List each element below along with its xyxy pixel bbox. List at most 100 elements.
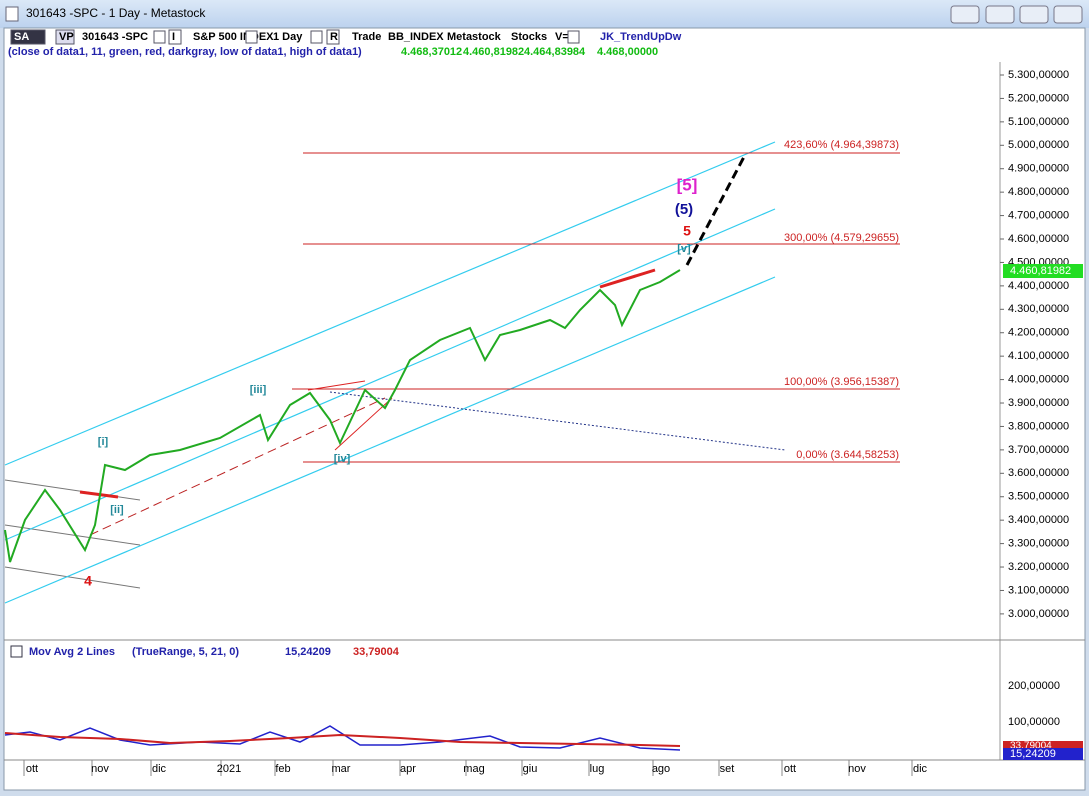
- time-axis-label: set: [720, 763, 735, 775]
- price-axis-label: 3.400,00000: [1008, 514, 1069, 526]
- ma-long-box: [1003, 741, 1083, 752]
- dropdown[interactable]: [153, 30, 166, 44]
- dropdown[interactable]: [310, 30, 323, 44]
- ma-short: [4, 725, 681, 751]
- toolbar-button[interactable]: [168, 29, 182, 45]
- wave-label: 4: [84, 573, 92, 589]
- pane-title: Mov Avg 2 Lines: [29, 646, 115, 658]
- title-bar: [0, 0, 1089, 28]
- price-axis-label: 3.100,00000: [1008, 584, 1069, 596]
- time-axis-label: nov: [91, 763, 109, 775]
- price-axis-label: 5.000,00000: [1008, 139, 1069, 151]
- button-minimize[interactable]: [985, 5, 1015, 24]
- last-price-box: [1003, 264, 1083, 278]
- price-axis-label: 4.200,00000: [1008, 327, 1069, 339]
- dashed-trendline: [89, 397, 386, 536]
- price-axis-label: 4.800,00000: [1008, 186, 1069, 198]
- price-axis-label: 4.100,00000: [1008, 350, 1069, 362]
- price-axis-label: 5.100,00000: [1008, 116, 1069, 128]
- toolbar-button[interactable]: [326, 29, 340, 45]
- wave-label: [v]: [677, 243, 691, 255]
- price-axis-label: 3.700,00000: [1008, 444, 1069, 456]
- time-axis-label: mar: [332, 763, 351, 775]
- time-axis-label: ago: [652, 763, 670, 775]
- projection-line: [685, 154, 747, 266]
- pane-value: 15,24209: [285, 646, 331, 658]
- button-maximize[interactable]: [1019, 5, 1049, 24]
- ma-short-last: 15,24209: [1010, 748, 1056, 760]
- app-icon: [5, 6, 19, 22]
- price-axis-label: 4.000,00000: [1008, 373, 1069, 385]
- toolbar-button[interactable]: [10, 29, 46, 45]
- indicator-params: (close of data1, 11, green, red, darkgra…: [8, 46, 362, 58]
- button-restore-chart[interactable]: [950, 5, 980, 24]
- time-axis-label: lug: [590, 763, 605, 775]
- toolbar-item: S&P 500 INDEX: [193, 31, 274, 43]
- price-axis-label: 5.200,00000: [1008, 92, 1069, 104]
- pane-value: 33,79004: [353, 646, 400, 658]
- price-axis-label: 3.000,00000: [1008, 608, 1069, 620]
- time-axis-label: feb: [275, 763, 290, 775]
- toolbar-item: BB_INDEX: [388, 31, 444, 43]
- time-axis-label: ott: [784, 763, 796, 775]
- ma-long: [4, 732, 681, 747]
- price-axis-label: 3.500,00000: [1008, 491, 1069, 503]
- time-axis-label: nov: [848, 763, 866, 775]
- toolbar-item: 301643 -SPC: [82, 31, 148, 43]
- chart-area: [3, 27, 1086, 791]
- pane-params: (TrueRange, 5, 21, 0): [132, 646, 239, 658]
- fib-label: 0,00% (3.644,58253): [796, 449, 899, 461]
- wave-label: [i]: [98, 436, 109, 448]
- price-axis-label: 3.900,00000: [1008, 397, 1069, 409]
- price-axis-label: 3.800,00000: [1008, 420, 1069, 432]
- trend-channel: [4, 141, 776, 604]
- toolbar-item: Trade: [352, 31, 381, 43]
- fib-label: 100,00% (3.956,15387): [784, 376, 899, 388]
- price-axis-label: 3.200,00000: [1008, 561, 1069, 573]
- toolbar-item: R: [330, 31, 338, 43]
- price-axis-label: 4.400,00000: [1008, 280, 1069, 292]
- pane-axis-label: 200,00000: [1008, 680, 1060, 692]
- toolbar-button[interactable]: [55, 29, 75, 45]
- dropdown[interactable]: [245, 30, 258, 44]
- button-close[interactable]: [1053, 5, 1083, 24]
- indicator-value: 4.460,81982: [463, 46, 524, 58]
- dotted-trendline: [329, 391, 786, 451]
- fib-lines: [292, 152, 900, 463]
- indicator-value: 4.464,83984: [524, 46, 586, 58]
- wave-label: [iv]: [334, 453, 351, 465]
- time-axis-label: ott: [26, 763, 38, 775]
- ma-long-last: 33,79004: [1010, 741, 1052, 752]
- toolbar-item: Metastock: [447, 31, 502, 43]
- fib-label: 423,60% (4.964,39873): [784, 139, 899, 151]
- price-axis-label: 3.600,00000: [1008, 467, 1069, 479]
- price-bars: [4, 269, 681, 563]
- price-axis-label: 4.600,00000: [1008, 233, 1069, 245]
- indicator-value: 4.468,37012: [401, 46, 462, 58]
- pane-close[interactable]: [10, 645, 23, 658]
- toolbar-item: SA: [14, 31, 29, 43]
- time-axis-label: apr: [400, 763, 416, 775]
- dropdown[interactable]: [567, 30, 580, 44]
- time-axis-label: dic: [913, 763, 928, 775]
- price-axis-label: 3.300,00000: [1008, 538, 1069, 550]
- price-axis-label: 4.900,00000: [1008, 163, 1069, 175]
- toolbar-item: I: [172, 31, 175, 43]
- price-axis-label: 4.300,00000: [1008, 303, 1069, 315]
- time-axis-label: giu: [523, 763, 538, 775]
- wave-label: (5): [675, 201, 693, 218]
- wave-label: [ii]: [110, 504, 124, 516]
- time-axis-label: dic: [152, 763, 167, 775]
- fib-label: 300,00% (4.579,29655): [784, 232, 899, 244]
- price-axis-label: 5.300,00000: [1008, 69, 1069, 81]
- toolbar-item: 1 Day: [273, 31, 303, 43]
- resistance-marks: [79, 268, 656, 499]
- ma-short-box: [1003, 748, 1083, 760]
- window-title: 301643 -SPC - 1 Day - Metastock: [26, 6, 206, 20]
- time-axis-label: mag: [463, 763, 484, 775]
- indicator-value: 4.468,00000: [597, 46, 658, 58]
- toolbar-item: Stocks: [511, 31, 547, 43]
- wave-label: [iii]: [250, 384, 267, 396]
- pane-axis-label: 100,00000: [1008, 716, 1060, 728]
